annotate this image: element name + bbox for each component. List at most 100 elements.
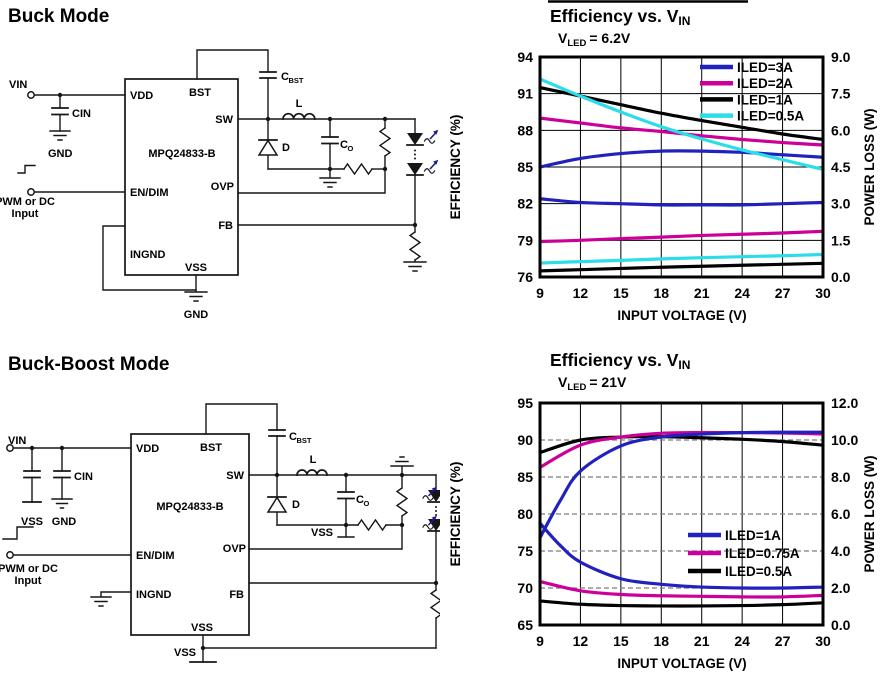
bb-inductor-label: L bbox=[310, 454, 317, 466]
legend-label-ILED=1A: ILED=1A bbox=[737, 92, 793, 107]
buck-led2-light-arrow-icon bbox=[423, 159, 439, 174]
chart2-x-label: INPUT VOLTAGE (V) bbox=[617, 656, 746, 671]
x-tick-label: 21 bbox=[694, 633, 710, 649]
x-tick-label: 24 bbox=[734, 633, 750, 649]
bb-vss-bottom-label: VSS bbox=[174, 647, 196, 659]
buck-ic: MPQ24833-B VDD BST SW EN/DIM OVP FB INGN… bbox=[124, 78, 239, 276]
buck-pin-sw: SW bbox=[215, 114, 233, 126]
buck-pin-vss: VSS bbox=[185, 262, 207, 274]
efficiency-curve-ILED=1A bbox=[538, 430, 825, 540]
chart1-x-label: INPUT VOLTAGE (V) bbox=[617, 308, 746, 323]
bb-sense-resistor-icon bbox=[357, 518, 387, 532]
bb-pwm-terminal bbox=[6, 551, 14, 559]
chart1-plot-area: 94 91 88 85 82 79 76 9.0 7.5 6.0 4.5 3.0 1.5 0.0 9 12 15… bbox=[517, 49, 850, 301]
bb-power-stage: D L C O VSS bbox=[248, 454, 440, 649]
x-tick-label: 15 bbox=[613, 285, 629, 301]
y-left-tick-label: 75 bbox=[517, 543, 533, 559]
plot-border bbox=[538, 55, 825, 279]
buck-vss-ground-icon bbox=[184, 274, 208, 302]
bb-co-capacitor bbox=[337, 491, 355, 500]
pwm-step-icon bbox=[2, 526, 34, 540]
bb-pin-vdd: VDD bbox=[136, 443, 159, 455]
bb-cin-ground-icon bbox=[51, 498, 73, 509]
x-tick-label: 12 bbox=[573, 633, 589, 649]
buck-led1-icon bbox=[407, 133, 423, 145]
y-right-tick-label: 7.5 bbox=[831, 86, 851, 102]
bb-led2-light-arrow-icon bbox=[422, 515, 437, 530]
buck-pin-fb: FB bbox=[218, 220, 233, 232]
buck-boost-title: Buck-Boost Mode bbox=[8, 354, 170, 375]
bb-gnd-input-label: GND bbox=[52, 516, 77, 528]
y-left-tick-label: 90 bbox=[517, 432, 533, 448]
x-tick-label: 9 bbox=[536, 285, 544, 301]
buck-cbst-capacitor bbox=[259, 71, 277, 79]
bb-fb-resistor-icon bbox=[429, 589, 440, 619]
bb-cbst-capacitor bbox=[268, 429, 286, 437]
buck-led1-light-arrow-icon bbox=[423, 129, 439, 144]
y-left-tick-label: 70 bbox=[517, 580, 533, 596]
y-right-tick-label: 10.0 bbox=[831, 432, 858, 448]
bb-cap-left bbox=[23, 470, 41, 479]
bb-pwm-label-2: Input bbox=[15, 575, 42, 587]
bb-pin-fb: FB bbox=[229, 589, 244, 601]
y-left-tick-label: 85 bbox=[517, 469, 533, 485]
y-right-tick-label: 4.0 bbox=[831, 543, 851, 559]
y-left-tick-label: 65 bbox=[517, 617, 533, 633]
legend-label-ILED=0.5A: ILED=0.5A bbox=[725, 564, 792, 579]
bb-pin-endim: EN/DIM bbox=[136, 550, 175, 562]
chart2-condition: VLED = 21V bbox=[558, 374, 627, 393]
bb-co-label-sub: O bbox=[364, 499, 370, 508]
bb-cin-label: CIN bbox=[74, 471, 93, 483]
y-right-tick-label: 9.0 bbox=[831, 49, 851, 65]
buck-pin-endim: EN/DIM bbox=[130, 187, 169, 199]
y-left-tick-label: 80 bbox=[517, 506, 533, 522]
pwm-step-icon bbox=[17, 164, 36, 174]
bb-cin-capacitor bbox=[53, 470, 71, 479]
chart1-condition: VLED = 6.2V bbox=[558, 30, 631, 49]
power-loss-curve-ILED=1A bbox=[538, 521, 825, 590]
bb-inductor-icon bbox=[296, 469, 328, 476]
buck-bootstrap: C BST bbox=[196, 49, 304, 120]
y-right-tick-label: 4.5 bbox=[831, 159, 851, 175]
chart2-y-right-label: POWER LOSS (W) bbox=[862, 456, 877, 573]
x-tick-label: 21 bbox=[694, 285, 710, 301]
y-right-tick-label: 2.0 bbox=[831, 580, 851, 596]
efficiency-curve-ILED=3A bbox=[538, 149, 825, 169]
legend-label-ILED=1A: ILED=1A bbox=[725, 528, 781, 543]
bb-cbst-label-sub: BST bbox=[297, 436, 312, 445]
buck-cbst-label: C bbox=[281, 71, 289, 83]
y-right-tick-label: 8.0 bbox=[831, 469, 851, 485]
buck-vin-terminal bbox=[27, 91, 35, 99]
y-left-tick-label: 76 bbox=[517, 269, 533, 285]
efficiency-chart-buck-boost: Efficiency vs. VIN VLED = 21V EFFICIENCY … bbox=[448, 350, 877, 671]
buck-pin-ovp: OVP bbox=[211, 181, 234, 193]
efficiency-curve-ILED=0.5A bbox=[538, 434, 825, 455]
buck-cin-capacitor bbox=[51, 107, 69, 116]
y-left-tick-label: 82 bbox=[517, 196, 533, 212]
chart2-title: Efficiency vs. VIN bbox=[550, 350, 690, 372]
buck-gnd-input-label: GND bbox=[48, 148, 73, 160]
buck-pwm-label-2: Input bbox=[12, 208, 39, 220]
y-right-tick-label: 3.0 bbox=[831, 196, 851, 212]
buck-led2-icon bbox=[407, 163, 423, 175]
power-loss-curve-ILED=2A bbox=[538, 229, 825, 244]
y-left-tick-label: 79 bbox=[517, 232, 533, 248]
buck-pin-ingnd: INGND bbox=[130, 249, 166, 261]
power-loss-curve-ILED=3A bbox=[538, 197, 825, 207]
buck-pin-vdd: VDD bbox=[130, 90, 153, 102]
x-tick-label: 24 bbox=[734, 285, 750, 301]
bb-ingnd-ground-icon bbox=[90, 591, 132, 607]
buck-input-network: VIN CIN GND bbox=[9, 79, 126, 160]
power-loss-curve-ILED=1A bbox=[538, 261, 825, 273]
bb-led1-light-arrow-icon bbox=[422, 486, 437, 501]
y-right-tick-label: 6.0 bbox=[831, 506, 851, 522]
buck-co-label-sub: O bbox=[348, 144, 354, 153]
bb-vin-label: VIN bbox=[8, 435, 26, 447]
bb-pwm-label-1: PWM or DC bbox=[0, 563, 58, 575]
x-tick-label: 15 bbox=[613, 633, 629, 649]
bb-vss-left-label: VSS bbox=[21, 516, 43, 528]
buck-diode-icon bbox=[257, 139, 279, 156]
buck-co-capacitor bbox=[321, 136, 339, 145]
plot-border bbox=[538, 401, 825, 627]
